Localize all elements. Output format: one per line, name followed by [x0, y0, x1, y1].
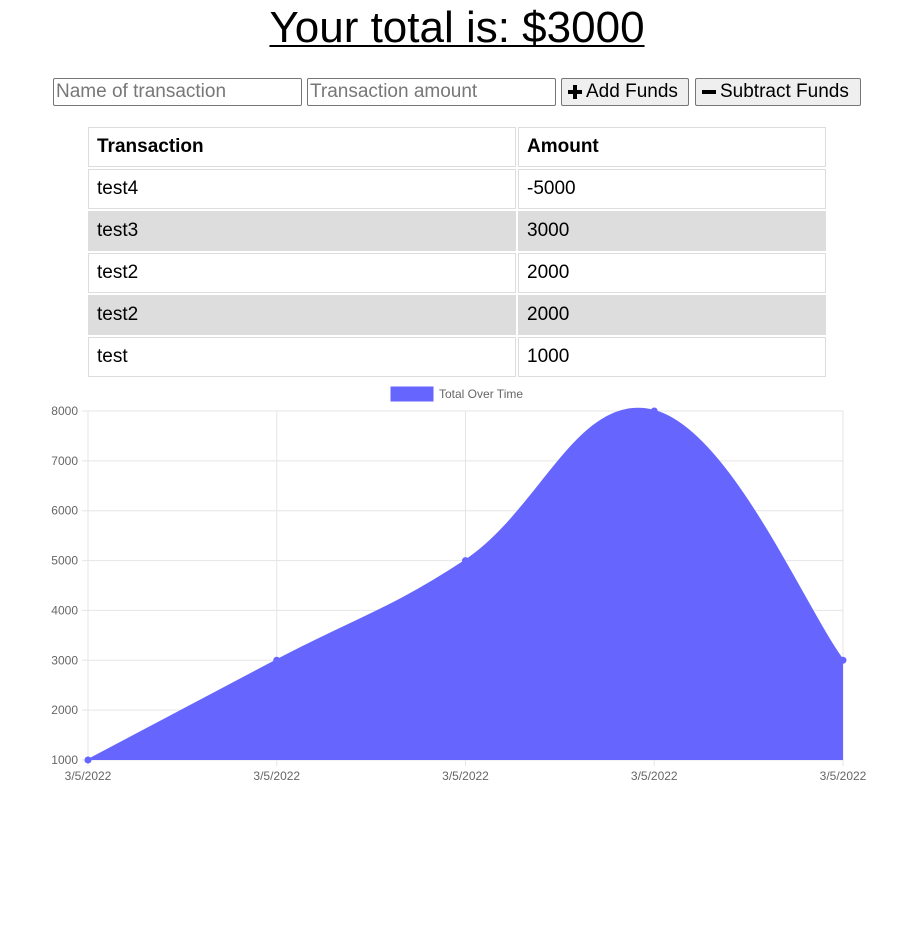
transaction-column-header: Transaction: [88, 127, 516, 167]
x-tick-label: 3/5/2022: [442, 769, 489, 783]
legend-swatch: [390, 386, 434, 402]
x-tick-label: 3/5/2022: [631, 769, 678, 783]
transaction-amount-cell: 3000: [518, 211, 826, 251]
transaction-name-cell: test2: [88, 253, 516, 293]
total-heading: Your total is: $3000: [269, 3, 645, 52]
amount-column-header: Amount: [518, 127, 826, 167]
data-point: [839, 656, 847, 664]
data-point: [462, 557, 469, 565]
table-row: test3 3000: [88, 211, 826, 251]
x-tick-label: 3/5/2022: [820, 769, 867, 783]
y-tick-label: 1000: [51, 753, 78, 767]
transaction-amount-cell: -5000: [518, 169, 826, 209]
transaction-amount-cell: 2000: [518, 253, 826, 293]
data-point: [650, 407, 658, 415]
y-tick-label: 8000: [51, 404, 78, 418]
data-point: [273, 656, 281, 664]
transaction-name-cell: test2: [88, 295, 516, 335]
series-line: [87, 407, 844, 761]
transaction-name-cell: test: [88, 337, 516, 377]
add-funds-label: Add Funds: [586, 81, 678, 102]
transaction-name-input[interactable]: [53, 78, 302, 106]
subtract-funds-label: Subtract Funds: [720, 81, 849, 102]
table-row: test4 -5000: [88, 169, 826, 209]
transaction-amount-input[interactable]: [307, 78, 556, 106]
y-tick-label: 2000: [51, 703, 78, 717]
y-tick-label: 5000: [51, 554, 78, 568]
x-tick-label: 3/5/2022: [65, 769, 112, 783]
minus-icon: [702, 85, 716, 99]
series-area: [88, 408, 843, 760]
transactions-table: Transaction Amount test4 -5000 test3 300…: [86, 125, 828, 379]
total-over-time-chart: 1000 2000 3000 4000 5000 6000 7000 8000 3/5/2022…: [51, 386, 867, 783]
table-row: test 1000: [88, 337, 826, 377]
x-tick-label: 3/5/2022: [253, 769, 300, 783]
table-header-row: Transaction Amount: [88, 127, 826, 167]
transaction-name-cell: test4: [88, 169, 516, 209]
table-row: test2 2000: [88, 253, 826, 293]
transaction-amount-cell: 1000: [518, 337, 826, 377]
legend-label: Total Over Time: [439, 387, 523, 401]
data-point: [84, 756, 92, 764]
transaction-name-cell: test3: [88, 211, 516, 251]
y-tick-label: 4000: [51, 603, 78, 617]
plus-icon: [568, 85, 582, 99]
transaction-amount-cell: 2000: [518, 295, 826, 335]
add-funds-button[interactable]: Add Funds: [561, 78, 689, 106]
y-tick-label: 7000: [51, 454, 78, 468]
y-tick-label: 3000: [51, 653, 78, 667]
table-row: test2 2000: [88, 295, 826, 335]
y-tick-label: 6000: [51, 504, 78, 518]
subtract-funds-button[interactable]: Subtract Funds: [695, 78, 861, 106]
